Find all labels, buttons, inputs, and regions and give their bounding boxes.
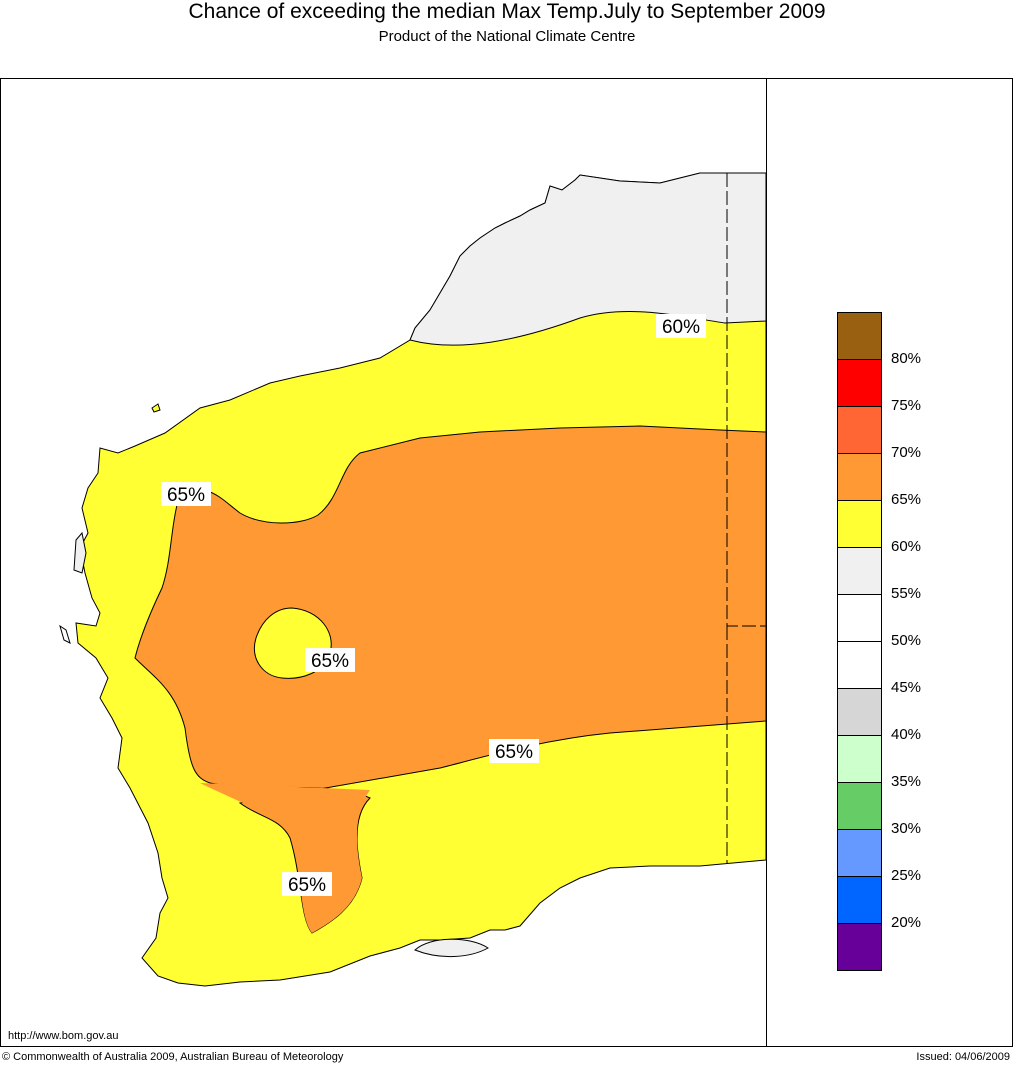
island-small-1 bbox=[151, 403, 161, 413]
legend-label: 60% bbox=[891, 538, 922, 555]
contour-label-65-south: 65% bbox=[282, 872, 332, 896]
grey-region-north bbox=[409, 172, 766, 346]
issued-date: Issued: 04/06/2009 bbox=[916, 1051, 1010, 1063]
website-link[interactable]: http://www.bom.gov.au bbox=[8, 1030, 119, 1042]
legend-colorbar bbox=[837, 312, 882, 971]
legend-label: 20% bbox=[891, 914, 922, 931]
svg-text:65%: 65% bbox=[288, 875, 326, 896]
contour-label-65-west: 65% bbox=[161, 482, 211, 506]
map-subtitle: Product of the National Climate Centre bbox=[378, 28, 636, 45]
swatch-35-40 bbox=[837, 735, 882, 782]
legend-label: 25% bbox=[891, 867, 922, 884]
swatch-55-60 bbox=[837, 547, 882, 594]
swatch-30-35 bbox=[837, 782, 882, 829]
state-border-line bbox=[726, 173, 766, 863]
island-small-2 bbox=[59, 624, 71, 644]
contour-label-65-center: 65% bbox=[305, 648, 355, 672]
svg-text:60%: 60% bbox=[662, 317, 700, 338]
grey-region-west bbox=[73, 531, 87, 574]
swatch-65-70 bbox=[837, 453, 882, 500]
probability-map: 60% 65% 65% 65% 65% bbox=[59, 172, 766, 987]
swatch-70-75 bbox=[837, 406, 882, 453]
legend-label: 80% bbox=[891, 350, 922, 367]
swatch-80-plus bbox=[837, 312, 882, 359]
map-title: Chance of exceeding the median Max Temp.… bbox=[188, 0, 826, 23]
legend-label: 75% bbox=[891, 397, 922, 414]
swatch-20-25 bbox=[837, 876, 882, 923]
legend-label: 70% bbox=[891, 444, 922, 461]
swatch-75-80 bbox=[837, 359, 882, 406]
copyright-text: © Commonwealth of Australia 2009, Austra… bbox=[2, 1051, 344, 1063]
legend-divider bbox=[766, 78, 767, 1047]
swatch-below-20 bbox=[837, 923, 882, 971]
legend-label: 35% bbox=[891, 773, 922, 790]
legend-label: 40% bbox=[891, 726, 922, 743]
swatch-40-45 bbox=[837, 688, 882, 735]
svg-text:65%: 65% bbox=[167, 485, 205, 506]
legend-label: 45% bbox=[891, 679, 922, 696]
legend-label: 65% bbox=[891, 491, 922, 508]
swatch-60-65 bbox=[837, 500, 882, 547]
svg-text:65%: 65% bbox=[311, 651, 349, 672]
swatch-45-50 bbox=[837, 641, 882, 688]
contour-label-60-north: 60% bbox=[656, 314, 706, 338]
svg-text:65%: 65% bbox=[495, 742, 533, 763]
legend-label: 55% bbox=[891, 585, 922, 602]
swatch-50-55 bbox=[837, 594, 882, 641]
legend-label: 50% bbox=[891, 632, 922, 649]
grey-region-south bbox=[414, 938, 489, 958]
swatch-25-30 bbox=[837, 829, 882, 876]
contour-label-65-south-east: 65% bbox=[489, 739, 539, 763]
legend-label: 30% bbox=[891, 820, 922, 837]
